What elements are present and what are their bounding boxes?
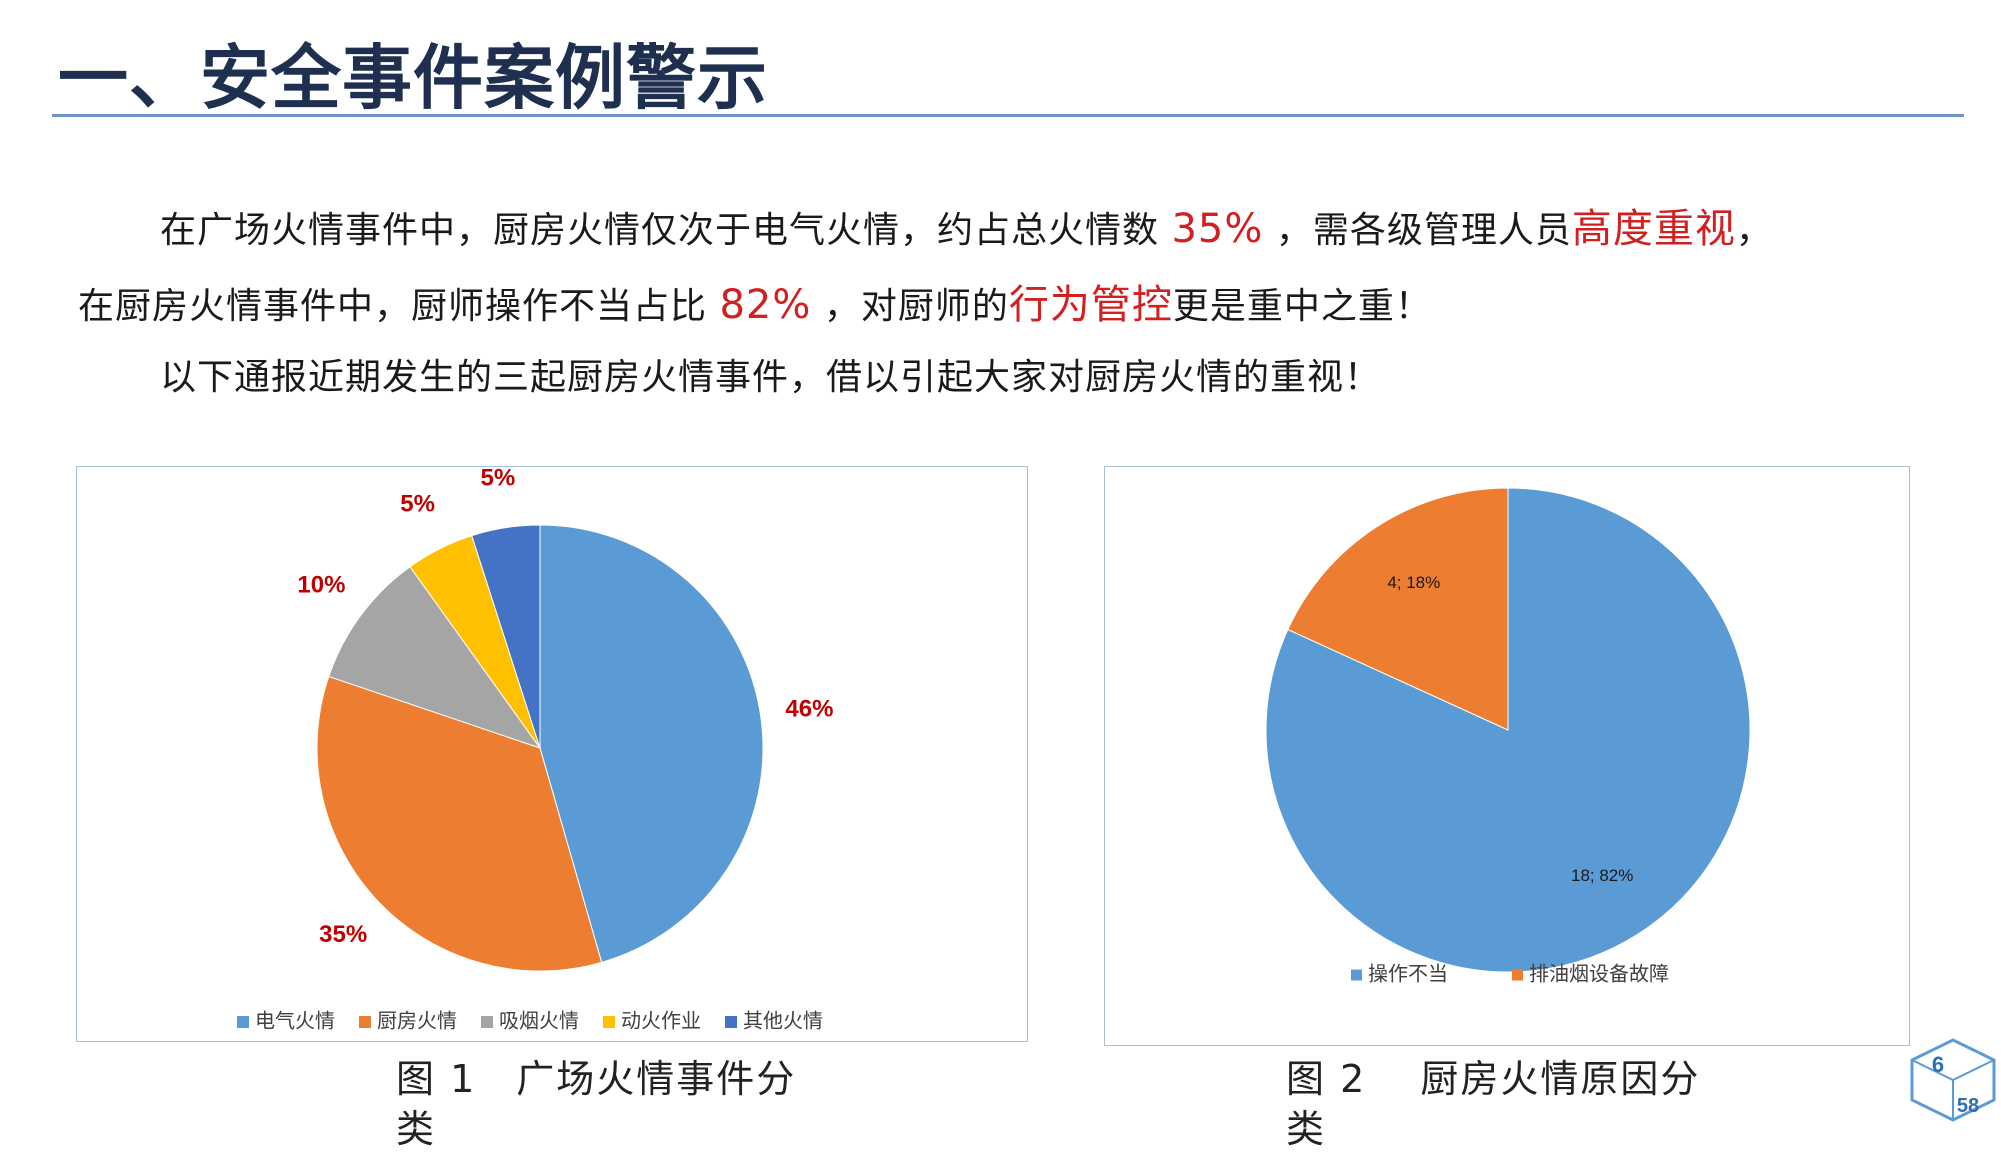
page-current: 6 [1932, 1052, 1944, 1077]
chart-2-legend-item-1: 排油烟设备故障 [1529, 962, 1669, 986]
chart-1-legend-item-2: 吸烟火情 [499, 1009, 579, 1033]
chart-2-data-label-0: 18; 82% [1571, 866, 1633, 885]
chart-1-slice-0 [539, 524, 764, 963]
chart-1-slice-1 [316, 675, 603, 972]
p1-text-b: ，需各级管理人员 [1275, 210, 1572, 251]
chart-1-slice-2 [328, 566, 542, 749]
page-total: 58 [1957, 1095, 1979, 1117]
chart-1-data-label-1: 35% [319, 921, 367, 948]
p1-percent: 35% [1171, 206, 1264, 252]
chart-2-legend-swatch-1 [1512, 969, 1523, 981]
chart-1-pie: 46% 35% 10% 5% 5% 电气火情 厨房火情 吸烟火情 动火作业 其他火情 [237, 467, 833, 1033]
p2-percent: 82% [719, 282, 812, 328]
chart-1-legend-item-4: 其他火情 [743, 1009, 823, 1033]
p1-emphasis: 高度重视 [1571, 206, 1736, 252]
chart-1-legend-swatch-4 [725, 1016, 737, 1028]
chart-1-legend-item-1: 厨房火情 [377, 1009, 457, 1033]
figure-2-caption: 图 2 厨房火情原因分类 [1286, 1057, 1701, 1151]
chart-2-pie: 18; 82% 4; 18% 操作不当 排油烟设备故障 [1265, 487, 1751, 986]
chart-2-frame: 18; 82% 4; 18% 操作不当 排油烟设备故障 [1104, 466, 1910, 1046]
chart-1-data-label-4: 5% [481, 467, 516, 492]
paragraph-2: 在厨房火情事件中，厨师操作不当占比 82% ，对厨师的行为管控更是重中之重！ [78, 272, 1432, 330]
chart-2-legend-swatch-0 [1351, 969, 1362, 981]
title-divider [52, 114, 1964, 117]
page-title: 一、安全事件案例警示 [58, 36, 768, 119]
chart-2-slice-1 [1287, 487, 1509, 731]
chart-1-legend-item-3: 动火作业 [621, 1009, 701, 1033]
chart-1-data-label-0: 46% [785, 695, 833, 722]
chart-2-slice-0 [1265, 487, 1751, 973]
paragraph-3: 以下通报近期发生的三起厨房火情事件，借以引起大家对厨房火情的重视！ [160, 357, 1382, 398]
chart-1-slice-4 [471, 524, 541, 749]
chart-1-legend-item-0: 电气火情 [255, 1009, 335, 1033]
p2-text-b: ，对厨师的 [823, 286, 1009, 327]
p1-text-c: ， [1735, 210, 1773, 251]
chart-1-legend-swatch-2 [481, 1016, 493, 1028]
p2-text-a: 在厨房火情事件中，厨师操作不当占比 [78, 286, 708, 327]
chart-1-data-label-2: 10% [297, 571, 345, 598]
paragraph-1: 在广场火情事件中，厨房火情仅次于电气火情，约占总火情数 35% ，需各级管理人员… [160, 196, 1773, 254]
p2-text-c: 更是重中之重！ [1172, 286, 1432, 327]
figure-1-caption: 图 1 广场火情事件分类 [396, 1057, 797, 1151]
chart-2-data-label-1: 4; 18% [1387, 573, 1440, 592]
page-number-badge: 6 58 [1910, 1038, 1996, 1122]
chart-1-data-label-3: 5% [400, 490, 435, 517]
chart-1-frame: 46% 35% 10% 5% 5% 电气火情 厨房火情 吸烟火情 动火作业 其他火情 [76, 466, 1028, 1042]
p1-text-a: 在广场火情事件中，厨房火情仅次于电气火情，约占总火情数 [160, 210, 1160, 251]
chart-1-legend-swatch-3 [603, 1016, 615, 1028]
chart-2-legend-item-0: 操作不当 [1368, 962, 1448, 986]
chart-1-legend-swatch-1 [359, 1016, 371, 1028]
chart-1-legend-swatch-0 [237, 1016, 249, 1028]
p2-emphasis: 行为管控 [1008, 282, 1173, 328]
